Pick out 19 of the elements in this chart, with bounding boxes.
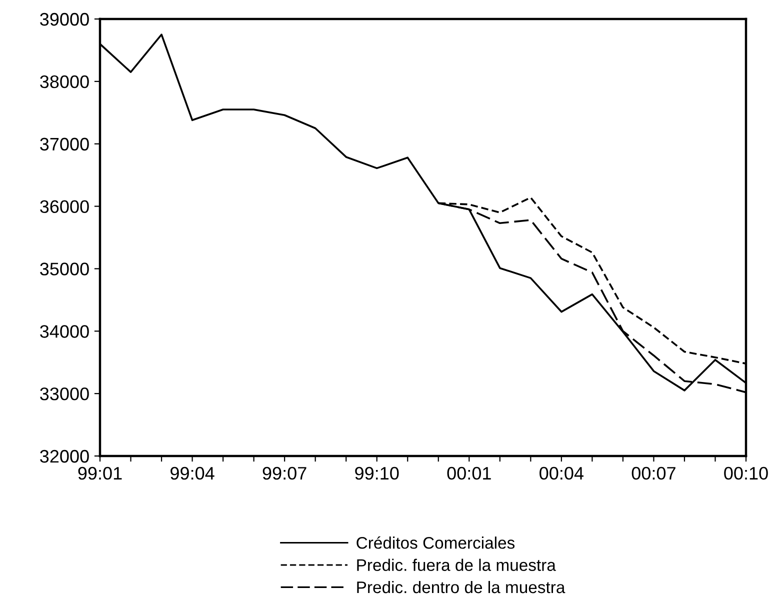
x-tick-label: 00:10 [724, 466, 768, 480]
x-tick-label: 99:04 [170, 466, 214, 480]
y-tick-label: 35000 [40, 262, 89, 276]
y-tick-label: 36000 [40, 200, 89, 214]
y-tick-label: 39000 [40, 12, 89, 26]
x-tick-label: 99:10 [355, 466, 399, 480]
x-tick-label: 99:01 [78, 466, 122, 480]
y-tick-label: 34000 [40, 325, 89, 338]
y-tick-label: 33000 [40, 388, 89, 400]
y-tick-label: 38000 [40, 75, 89, 88]
legend-label: Créditos Comerciales [356, 536, 515, 549]
y-tick-label: 37000 [40, 138, 89, 151]
x-tick-label: 99:07 [262, 466, 306, 480]
x-tick-label: 00:01 [447, 466, 491, 480]
legend-label: Predic. fuera de la muestra [357, 558, 556, 571]
x-tick-label: 00:07 [632, 466, 676, 480]
x-tick-label: 00:04 [540, 466, 584, 480]
legend-label: Predic. dentro de la muestra [357, 580, 566, 594]
y-tick-label: 32000 [40, 450, 89, 463]
